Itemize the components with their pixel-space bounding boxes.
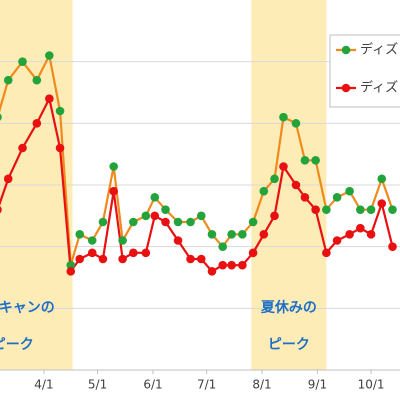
point [66, 267, 76, 276]
point [300, 193, 310, 202]
legend-box [329, 34, 400, 108]
point [109, 162, 118, 171]
point [259, 230, 269, 239]
x-tick-label: 4/1 [34, 378, 53, 392]
point [207, 267, 217, 276]
point [311, 156, 320, 165]
point [45, 94, 54, 103]
point [0, 206, 2, 214]
point [141, 211, 151, 221]
x-tick-label: 6/1 [143, 378, 162, 392]
point [291, 180, 301, 190]
point [196, 211, 206, 221]
point [18, 57, 27, 66]
x-tick-label: 9/1 [308, 378, 327, 392]
point [3, 75, 13, 85]
point [322, 205, 331, 214]
point [98, 254, 108, 264]
point [388, 242, 397, 251]
point [173, 236, 183, 245]
point [150, 193, 160, 202]
point [356, 223, 365, 233]
point [186, 254, 195, 264]
point [345, 230, 354, 239]
point [356, 205, 365, 214]
point [300, 156, 310, 165]
point [129, 217, 138, 227]
point [75, 230, 85, 239]
x-tick-label: 5/1 [88, 378, 107, 392]
point [322, 248, 331, 258]
point [377, 199, 387, 208]
point [0, 113, 2, 121]
point [18, 143, 27, 153]
point [75, 254, 85, 264]
point [332, 193, 342, 202]
point [161, 217, 170, 227]
point [366, 205, 376, 214]
annotation: ピーク [0, 337, 34, 353]
point [32, 119, 42, 128]
point [279, 162, 288, 171]
point [345, 186, 354, 196]
point [186, 217, 195, 227]
point [87, 248, 97, 258]
point [87, 236, 97, 245]
x-tick-label: 10/1 [358, 378, 385, 392]
point [218, 242, 227, 251]
point [279, 112, 288, 122]
point [129, 248, 138, 258]
point [227, 260, 236, 270]
point [207, 230, 217, 239]
point [259, 186, 269, 196]
point [150, 211, 160, 221]
point [227, 230, 236, 239]
point [161, 205, 170, 214]
point [248, 248, 258, 258]
legend-label: ディズ [360, 80, 398, 96]
point [366, 230, 376, 239]
point [98, 217, 108, 227]
point [118, 236, 127, 245]
annotation: ＆春キャンの [0, 299, 55, 316]
point [55, 106, 65, 116]
x-tick-label: 7/1 [197, 378, 216, 392]
point [238, 260, 247, 270]
annotation: 夏休みの [261, 299, 317, 316]
point [173, 217, 183, 227]
point [238, 230, 247, 239]
point [55, 143, 65, 153]
point [311, 205, 320, 214]
legend-marker [341, 45, 351, 55]
point [196, 254, 206, 264]
point [388, 205, 397, 214]
point [66, 260, 76, 270]
point [141, 248, 151, 258]
point [248, 217, 258, 227]
x-tick-label: 8/1 [252, 378, 271, 392]
point [45, 51, 54, 60]
point [270, 211, 279, 221]
point [3, 174, 13, 184]
point [291, 119, 301, 128]
legend-label: ディズ [360, 42, 398, 58]
point [270, 174, 279, 184]
point [332, 236, 342, 245]
point [32, 75, 42, 85]
annotation: ピーク [268, 337, 310, 353]
point [218, 260, 227, 270]
point [118, 254, 127, 264]
point [109, 186, 118, 196]
legend-marker [341, 83, 351, 93]
point [377, 174, 387, 184]
